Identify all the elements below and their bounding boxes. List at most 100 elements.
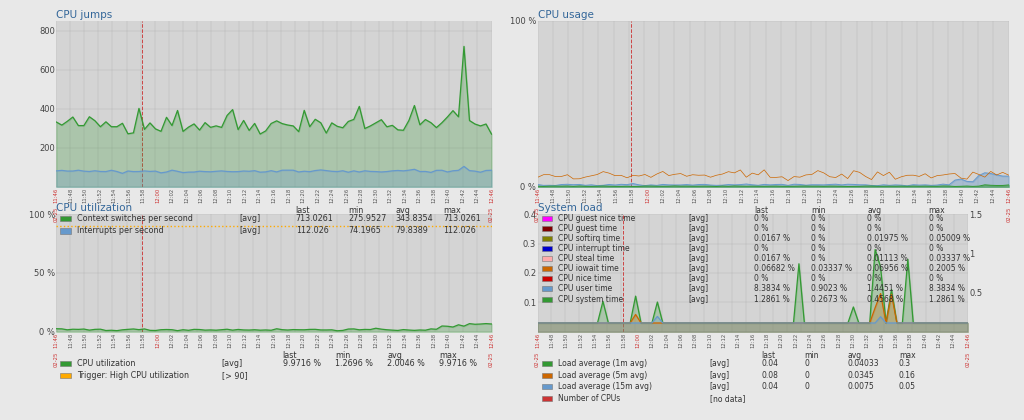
Text: max: max: [439, 351, 457, 360]
Text: last: last: [761, 351, 775, 360]
Text: 12:24: 12:24: [330, 333, 335, 348]
Text: 12:26: 12:26: [849, 188, 854, 203]
Text: 12:46: 12:46: [1007, 188, 1011, 203]
Text: 1.2861 %: 1.2861 %: [929, 294, 965, 304]
Text: 0 %: 0 %: [755, 224, 769, 233]
Text: Number of CPUs: Number of CPUs: [558, 394, 621, 403]
Text: 0.04: 0.04: [761, 359, 778, 368]
Text: 12:32: 12:32: [896, 188, 901, 203]
Text: 112.026: 112.026: [443, 226, 476, 236]
Text: 12:02: 12:02: [650, 333, 654, 348]
Text: 12:34: 12:34: [912, 188, 916, 203]
Text: 02-25: 02-25: [1007, 207, 1011, 223]
Text: 9.9716 %: 9.9716 %: [439, 359, 477, 368]
Text: 11:54: 11:54: [598, 188, 603, 203]
Text: CPU utilization: CPU utilization: [56, 203, 132, 213]
Text: 12:34: 12:34: [402, 333, 407, 348]
Text: 0 %: 0 %: [867, 274, 882, 284]
Text: 0 %: 0 %: [755, 214, 769, 223]
Text: 0 %: 0 %: [755, 274, 769, 284]
Text: 12:04: 12:04: [184, 188, 189, 203]
Text: 0 %: 0 %: [811, 224, 825, 233]
Text: 12:14: 12:14: [257, 188, 262, 203]
Text: 0 %: 0 %: [811, 274, 825, 284]
Text: 11:50: 11:50: [564, 333, 568, 348]
Text: avg: avg: [847, 351, 861, 360]
Text: 02-25: 02-25: [536, 352, 540, 368]
Text: [avg]: [avg]: [688, 274, 709, 284]
Text: [avg]: [avg]: [710, 382, 730, 391]
Text: 11:46: 11:46: [536, 188, 540, 203]
Text: CPU guest nice time: CPU guest nice time: [558, 214, 635, 223]
Text: max: max: [443, 206, 462, 215]
Text: 0.0345: 0.0345: [847, 370, 874, 380]
Text: 0.06956 %: 0.06956 %: [867, 264, 908, 273]
Text: max: max: [929, 206, 945, 215]
Text: 0.04033: 0.04033: [847, 359, 879, 368]
Text: 0 %: 0 %: [929, 224, 943, 233]
Text: 8.3834 %: 8.3834 %: [929, 284, 965, 294]
Text: min: min: [348, 206, 364, 215]
Text: 275.9527: 275.9527: [348, 214, 386, 223]
Text: CPU interrupt time: CPU interrupt time: [558, 244, 630, 253]
Text: 12:08: 12:08: [708, 188, 713, 203]
Text: 343.8354: 343.8354: [395, 214, 433, 223]
Text: 02-25: 02-25: [54, 352, 58, 368]
Text: 0: 0: [804, 359, 809, 368]
Text: 0 %: 0 %: [811, 214, 825, 223]
Text: 0.08: 0.08: [761, 370, 778, 380]
Text: 12:06: 12:06: [692, 188, 697, 203]
Text: 11:48: 11:48: [551, 188, 556, 203]
Text: 12:20: 12:20: [300, 188, 305, 203]
Text: Load average (15m avg): Load average (15m avg): [558, 382, 652, 391]
Text: 1.2861 %: 1.2861 %: [755, 294, 791, 304]
Text: 12:46: 12:46: [489, 188, 494, 203]
Text: 12:40: 12:40: [959, 188, 964, 203]
Text: [avg]: [avg]: [239, 226, 260, 236]
Text: 0 %: 0 %: [929, 244, 943, 253]
Text: CPU utilization: CPU utilization: [77, 359, 135, 368]
Text: 12:34: 12:34: [880, 333, 884, 348]
Text: 12:14: 12:14: [736, 333, 740, 348]
Text: [no data]: [no data]: [710, 394, 745, 403]
Text: 12:40: 12:40: [445, 333, 451, 348]
Text: 8.3834 %: 8.3834 %: [755, 284, 791, 294]
Text: 11:46: 11:46: [536, 333, 540, 348]
Text: [avg]: [avg]: [221, 359, 243, 368]
Text: 12:14: 12:14: [257, 333, 262, 348]
Text: 12:36: 12:36: [894, 333, 898, 348]
Text: 2.0046 %: 2.0046 %: [387, 359, 425, 368]
Text: 12:22: 12:22: [794, 333, 798, 348]
Text: 11:52: 11:52: [97, 333, 102, 348]
Text: 0 %: 0 %: [929, 214, 943, 223]
Text: 12:18: 12:18: [286, 188, 291, 203]
Text: 02-25: 02-25: [966, 352, 970, 368]
Text: 12:02: 12:02: [170, 333, 175, 348]
Text: [avg]: [avg]: [688, 264, 709, 273]
Text: CPU jumps: CPU jumps: [56, 10, 113, 20]
Text: CPU iowait time: CPU iowait time: [558, 264, 618, 273]
Text: 12:02: 12:02: [660, 188, 666, 203]
Text: 12:26: 12:26: [344, 188, 349, 203]
Text: 12:00: 12:00: [636, 333, 640, 348]
Text: 12:28: 12:28: [358, 188, 364, 203]
Text: 12:12: 12:12: [243, 333, 248, 348]
Text: [avg]: [avg]: [710, 370, 730, 380]
Text: 12:38: 12:38: [431, 188, 436, 203]
Text: 12:26: 12:26: [344, 333, 349, 348]
Text: [avg]: [avg]: [688, 284, 709, 294]
Text: 74.1965: 74.1965: [348, 226, 381, 236]
Text: Load average (5m avg): Load average (5m avg): [558, 370, 647, 380]
Text: 11:50: 11:50: [83, 333, 88, 348]
Text: 12:18: 12:18: [286, 333, 291, 348]
Text: max: max: [899, 351, 915, 360]
Text: 11:54: 11:54: [593, 333, 597, 348]
Text: Context switches per second: Context switches per second: [77, 214, 193, 223]
Text: 12:02: 12:02: [170, 188, 175, 203]
Text: Trigger: High CPU utilization: Trigger: High CPU utilization: [77, 371, 188, 381]
Text: 0.04: 0.04: [761, 382, 778, 391]
Text: 79.8389: 79.8389: [395, 226, 429, 236]
Text: 12:08: 12:08: [213, 188, 218, 203]
Text: min: min: [335, 351, 350, 360]
Text: 12:24: 12:24: [808, 333, 812, 348]
